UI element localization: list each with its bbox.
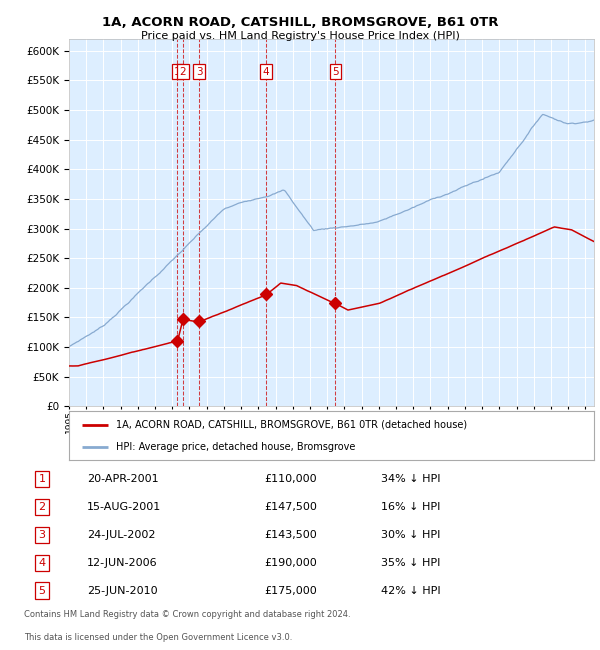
Text: HPI: Average price, detached house, Bromsgrove: HPI: Average price, detached house, Brom… xyxy=(116,442,356,452)
Text: Price paid vs. HM Land Registry's House Price Index (HPI): Price paid vs. HM Land Registry's House … xyxy=(140,31,460,41)
Text: £175,000: £175,000 xyxy=(264,586,317,595)
Text: 1: 1 xyxy=(38,474,46,484)
Text: 35% ↓ HPI: 35% ↓ HPI xyxy=(381,558,440,567)
Text: 25-JUN-2010: 25-JUN-2010 xyxy=(87,586,158,595)
Text: 20-APR-2001: 20-APR-2001 xyxy=(87,474,158,484)
Text: 15-AUG-2001: 15-AUG-2001 xyxy=(87,502,161,512)
Text: 4: 4 xyxy=(263,66,269,77)
Text: 4: 4 xyxy=(38,558,46,567)
Text: 3: 3 xyxy=(196,66,202,77)
Text: 16% ↓ HPI: 16% ↓ HPI xyxy=(381,502,440,512)
Text: £110,000: £110,000 xyxy=(264,474,317,484)
Text: 3: 3 xyxy=(38,530,46,540)
Text: £147,500: £147,500 xyxy=(264,502,317,512)
Text: 24-JUL-2002: 24-JUL-2002 xyxy=(87,530,155,540)
Text: £190,000: £190,000 xyxy=(264,558,317,567)
Text: 5: 5 xyxy=(332,66,339,77)
Text: Contains HM Land Registry data © Crown copyright and database right 2024.: Contains HM Land Registry data © Crown c… xyxy=(24,610,350,619)
Text: 5: 5 xyxy=(38,586,46,595)
Text: 34% ↓ HPI: 34% ↓ HPI xyxy=(381,474,440,484)
Text: £143,500: £143,500 xyxy=(264,530,317,540)
Text: 2: 2 xyxy=(179,66,186,77)
Text: This data is licensed under the Open Government Licence v3.0.: This data is licensed under the Open Gov… xyxy=(24,633,292,642)
Text: 1: 1 xyxy=(174,66,181,77)
Text: 1A, ACORN ROAD, CATSHILL, BROMSGROVE, B61 0TR (detached house): 1A, ACORN ROAD, CATSHILL, BROMSGROVE, B6… xyxy=(116,420,467,430)
Text: 42% ↓ HPI: 42% ↓ HPI xyxy=(381,586,440,595)
Text: 2: 2 xyxy=(38,502,46,512)
Text: 1A, ACORN ROAD, CATSHILL, BROMSGROVE, B61 0TR: 1A, ACORN ROAD, CATSHILL, BROMSGROVE, B6… xyxy=(102,16,498,29)
Text: 30% ↓ HPI: 30% ↓ HPI xyxy=(381,530,440,540)
Text: 12-JUN-2006: 12-JUN-2006 xyxy=(87,558,158,567)
